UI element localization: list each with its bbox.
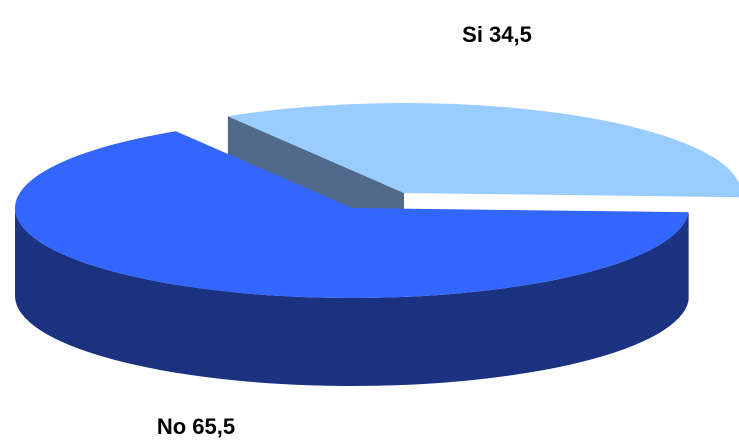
slice-label-si: Si 34,5 xyxy=(462,22,532,47)
slice-label-no: No 65,5 xyxy=(157,414,235,439)
slice-si-top xyxy=(227,103,739,198)
slice-no-outer-side xyxy=(15,208,689,386)
slice-no-top xyxy=(14,131,689,299)
